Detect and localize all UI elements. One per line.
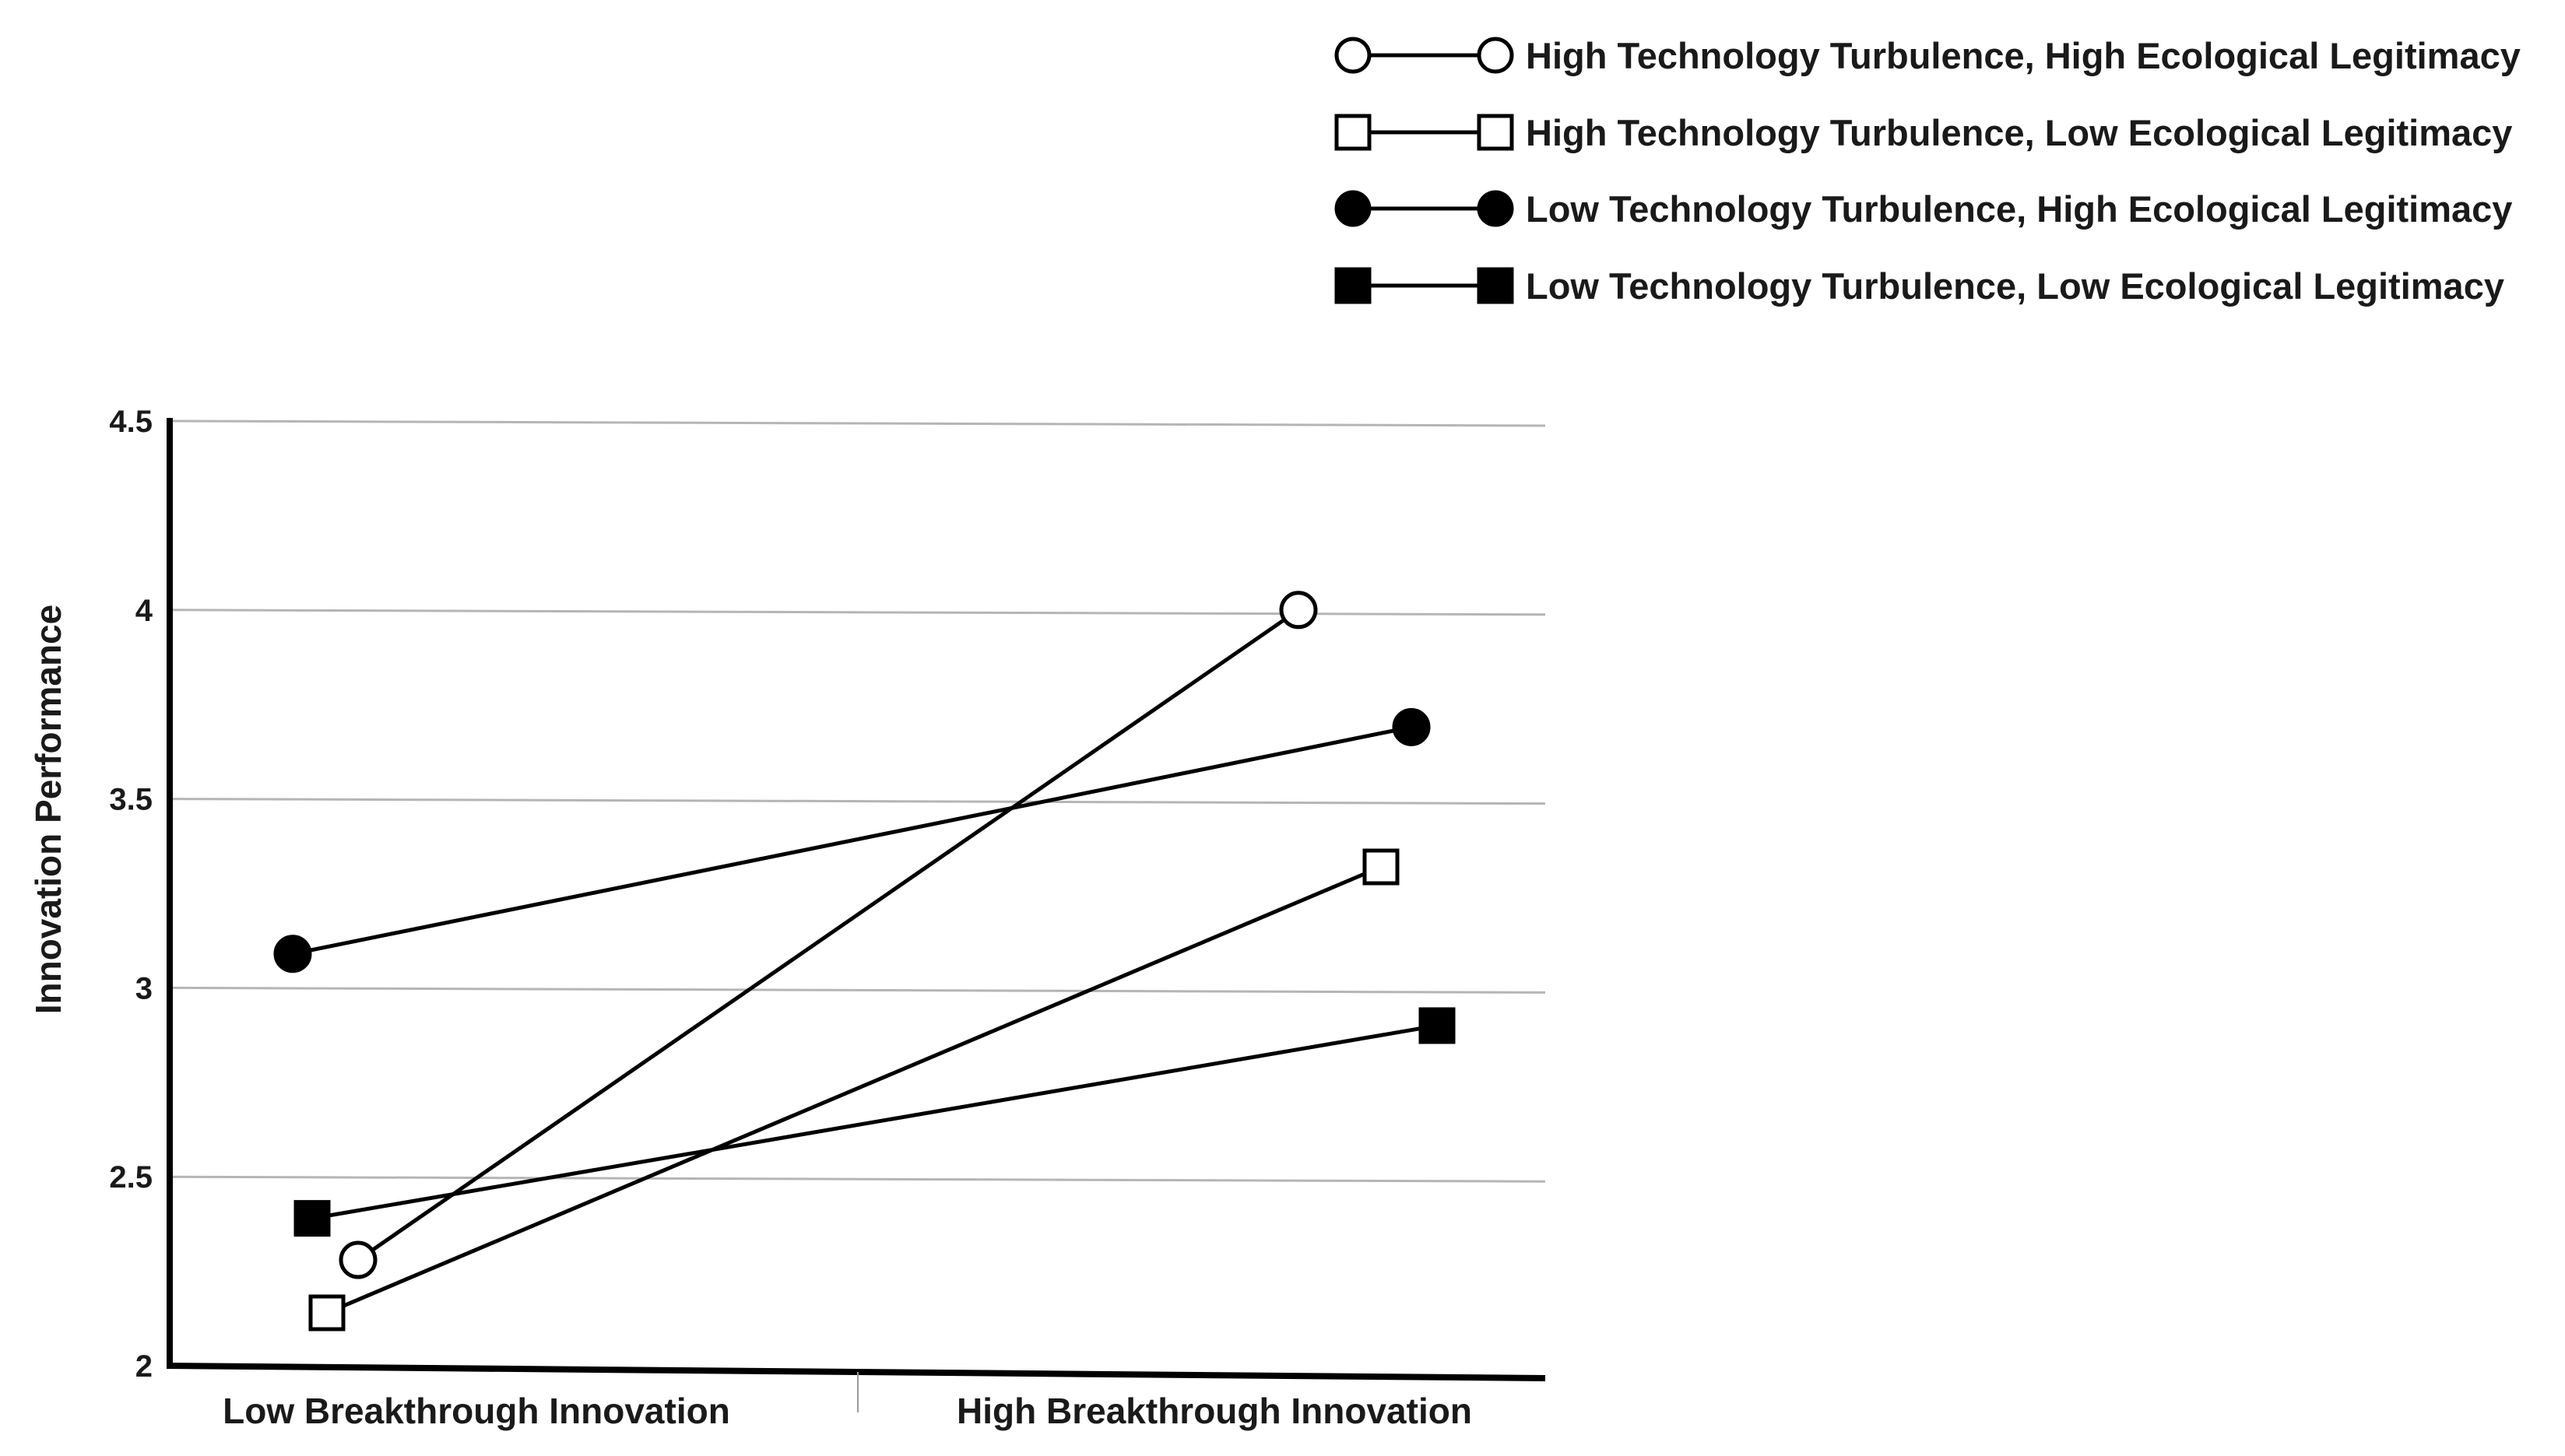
- data-point-marker: [1362, 848, 1400, 886]
- series-line: [357, 608, 1300, 1262]
- y-axis-title: Innovation Performance: [28, 605, 69, 1015]
- legend-marker: [1334, 267, 1372, 304]
- y-tick-label: 3: [135, 971, 153, 1005]
- legend-label: High Technology Turbulence, High Ecologi…: [1526, 35, 2521, 76]
- series-line: [311, 1023, 1438, 1221]
- data-point-marker: [1392, 707, 1431, 746]
- data-point-marker: [1279, 591, 1318, 630]
- data-point-marker: [339, 1240, 378, 1279]
- y-tick-label: 3.5: [109, 783, 153, 817]
- gridline: [169, 1175, 1546, 1183]
- legend-marker: [1477, 114, 1514, 151]
- gridline: [169, 419, 1546, 427]
- data-point-marker: [308, 1294, 346, 1331]
- legend-marker: [1477, 190, 1514, 227]
- gridline: [169, 986, 1546, 994]
- y-tick-label: 4: [135, 594, 153, 628]
- series-lines: [273, 591, 1456, 1331]
- data-point-marker: [1418, 1007, 1456, 1044]
- legend-marker: [1334, 114, 1372, 151]
- y-tick-label: 2: [135, 1349, 153, 1384]
- legend-marker: [1477, 37, 1514, 74]
- y-tick-label: 2.5: [109, 1160, 153, 1195]
- gridline: [169, 609, 1546, 616]
- data-point-marker: [293, 1200, 331, 1237]
- legend-label: High Technology Turbulence, Low Ecologic…: [1526, 112, 2512, 153]
- legend-label: Low Technology Turbulence, High Ecologic…: [1526, 188, 2512, 230]
- y-tick-label: 4.5: [109, 405, 153, 439]
- gridline: [169, 798, 1546, 805]
- legend-marker: [1477, 267, 1514, 304]
- legend: High Technology Turbulence, High Ecologi…: [1334, 35, 2521, 307]
- series-line: [326, 865, 1382, 1315]
- gridlines: [169, 419, 1546, 1183]
- series-line: [292, 724, 1412, 956]
- x-category-label: High Breakthrough Innovation: [957, 1391, 1472, 1431]
- axes: 2 2.5 3 3.5 4 4.5 Low Breakthrough Innovation H…: [28, 405, 1546, 1431]
- legend-marker: [1334, 37, 1372, 74]
- legend-label: Low Technology Turbulence, Low Ecologica…: [1526, 265, 2504, 307]
- x-axis-line: [166, 1363, 1546, 1381]
- legend-marker: [1334, 190, 1372, 227]
- data-point-marker: [273, 935, 312, 974]
- x-category-label: Low Breakthrough Innovation: [223, 1391, 730, 1431]
